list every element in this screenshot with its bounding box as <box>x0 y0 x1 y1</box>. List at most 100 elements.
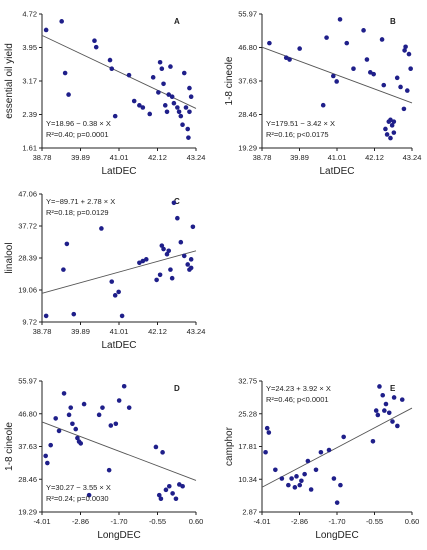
x-tick-label: 38.78 <box>253 153 272 162</box>
x-tick-label: 41.01 <box>110 153 129 162</box>
data-point <box>150 75 156 80</box>
x-tick-label: 43.24 <box>187 153 206 162</box>
x-tick-label: 43.24 <box>187 327 206 336</box>
regression-equation: R²=0.40; p=0.0001 <box>46 130 109 139</box>
data-point <box>119 313 125 319</box>
data-point <box>299 478 304 484</box>
data-point <box>140 258 146 264</box>
data-point <box>178 239 184 245</box>
data-point <box>408 66 413 71</box>
x-tick-label: 39.89 <box>290 153 309 162</box>
x-tick-label: -2.86 <box>291 517 308 526</box>
panel-letter: C <box>174 197 180 206</box>
data-point <box>395 423 400 429</box>
panel-a: 38.78 39.89 41.01 42.12 43.24 1.61 2.39 3.17 3.9… <box>4 10 205 178</box>
data-point <box>371 71 376 77</box>
panel-letter: B <box>390 17 396 26</box>
y-axis-title: essential oil yield <box>4 43 15 119</box>
data-point <box>156 492 162 498</box>
regression-equation: Y=179.51 − 3.42 × X <box>266 119 335 128</box>
data-point <box>337 17 343 22</box>
data-point <box>70 421 75 427</box>
data-point <box>68 405 74 410</box>
x-tick-label: -0.55 <box>366 517 383 526</box>
x-tick-label: 38.78 <box>33 327 52 336</box>
data-point <box>373 408 379 413</box>
data-point <box>121 383 127 389</box>
panel-c: 38.78 39.89 41.01 42.12 43.24 9.72 19.06 28.39 3… <box>4 190 205 352</box>
data-point <box>406 51 412 57</box>
x-tick-label: -2.86 <box>72 517 89 526</box>
data-point <box>137 260 142 266</box>
data-point <box>399 397 405 402</box>
x-tick-label: 42.12 <box>365 153 384 162</box>
data-point <box>175 105 180 110</box>
data-point <box>116 289 121 295</box>
data-point <box>403 44 408 50</box>
y-axis-title: camphor <box>224 426 235 466</box>
data-point <box>384 132 390 137</box>
data-point <box>263 449 268 455</box>
regression-equation: Y=30.27 − 3.55 × X <box>46 483 111 492</box>
data-point <box>153 444 159 450</box>
data-point <box>338 482 343 488</box>
data-point <box>147 111 153 117</box>
data-point <box>187 109 192 115</box>
data-point <box>96 412 102 418</box>
panel-e: -4.01 -2.86 -1.70 -0.55 0.60 2.87 10.34 17.81 25… <box>224 377 419 542</box>
data-point <box>126 405 132 410</box>
x-tick-label: -1.70 <box>110 517 127 526</box>
data-point <box>324 35 329 40</box>
data-point <box>164 109 170 115</box>
data-point <box>61 391 67 396</box>
panel-letter: E <box>390 384 396 393</box>
x-tick-label: -1.70 <box>328 517 345 526</box>
data-point <box>402 48 407 53</box>
regression-line <box>261 46 413 104</box>
data-point <box>71 311 77 317</box>
data-point <box>386 410 392 416</box>
data-point <box>390 419 395 424</box>
y-tick-label: 37.72 <box>18 222 37 231</box>
data-point <box>64 241 70 247</box>
y-tick-label: 37.63 <box>18 442 37 451</box>
data-point <box>66 412 72 418</box>
data-point <box>404 88 410 93</box>
y-axis-title: 1-8 cineole <box>224 56 235 105</box>
data-point <box>66 92 71 97</box>
data-point <box>48 442 53 448</box>
data-point <box>169 275 175 281</box>
data-point <box>53 416 58 421</box>
x-tick-label: 38.78 <box>33 153 52 162</box>
data-point <box>367 70 373 75</box>
data-point <box>56 428 62 434</box>
data-point <box>381 82 387 88</box>
y-tick-label: 55.97 <box>238 10 257 19</box>
y-tick-label: 4.72 <box>22 10 37 19</box>
data-point <box>93 44 99 50</box>
data-point <box>180 122 185 128</box>
data-point <box>164 251 170 257</box>
data-point <box>361 28 366 33</box>
data-point <box>126 72 132 78</box>
data-point <box>43 313 49 319</box>
data-point <box>61 267 66 272</box>
data-point <box>75 435 80 441</box>
data-point <box>143 257 149 262</box>
data-point <box>185 262 191 267</box>
data-point <box>158 496 164 502</box>
x-axis-title: LatDEC <box>101 166 136 177</box>
data-point <box>297 482 303 488</box>
data-point <box>160 450 165 455</box>
data-point <box>166 92 172 97</box>
data-point <box>171 200 177 206</box>
data-point <box>188 257 194 262</box>
y-tick-label: 3.17 <box>22 77 37 86</box>
x-tick-label: -0.55 <box>149 517 166 526</box>
data-point <box>168 267 173 272</box>
data-point <box>273 467 278 473</box>
data-point <box>341 434 346 440</box>
data-point <box>108 423 114 428</box>
data-point <box>176 109 182 115</box>
